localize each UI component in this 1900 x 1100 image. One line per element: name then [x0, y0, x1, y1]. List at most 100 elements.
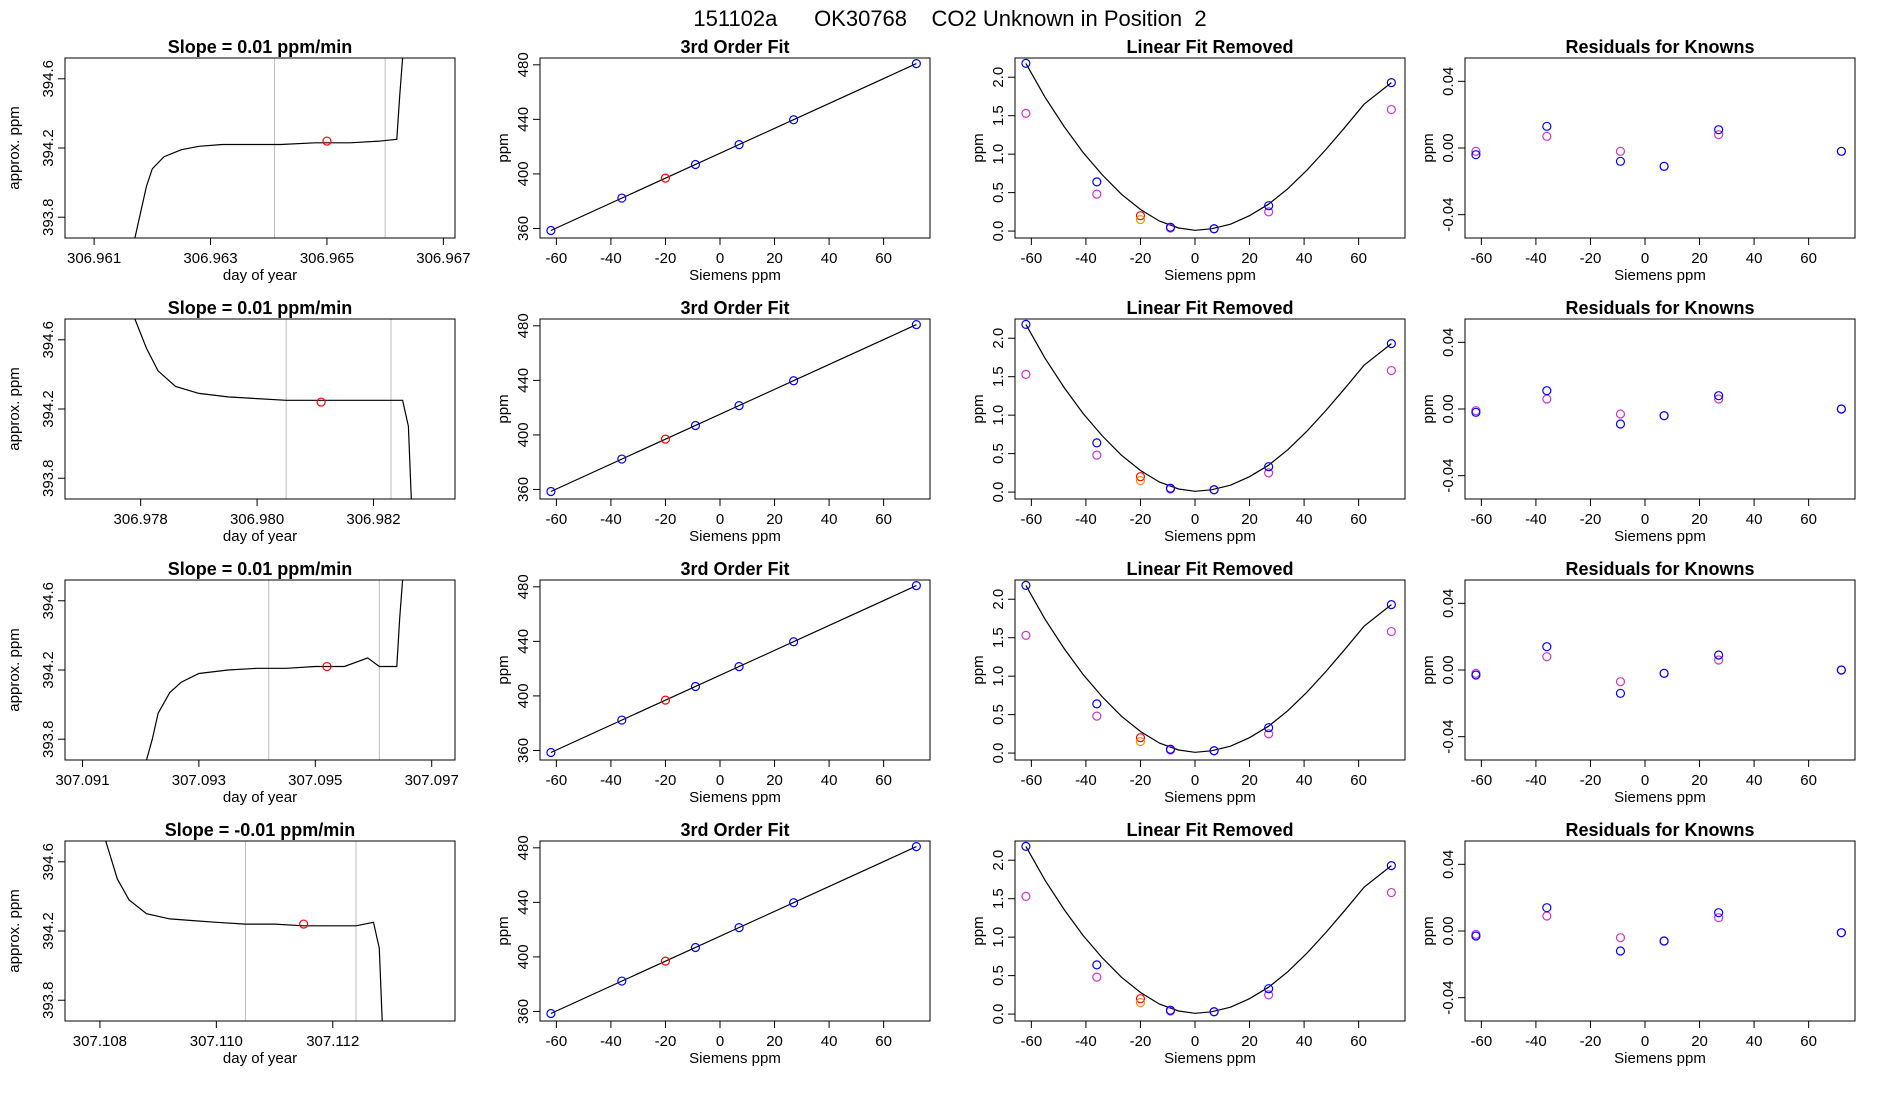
panel-r1-c4-xtick-label: -40 [1525, 250, 1547, 267]
panel-r2-c2-xtick-label: 60 [875, 511, 892, 528]
panel-r4-c2-xtick-label: 60 [875, 1033, 892, 1050]
panel-r2-c3-xtick-label: -20 [1130, 511, 1152, 528]
panel-r2-c3-ytick-label: 2.0 [990, 328, 1007, 349]
panel-r3-c1-xtick-label: 307.095 [288, 772, 342, 789]
panel-r3-c4-other-point [1542, 652, 1552, 662]
panel-r4-c3-plot-area [1021, 841, 1396, 1017]
panel-r3-c3-ytick-label: 0.5 [990, 704, 1007, 725]
panel-r2-c3-frame [1014, 318, 1406, 500]
panel-r1-c3-xlabel: Siemens ppm [1164, 267, 1256, 284]
panel-r3-c3-xtick-label: 0 [1191, 772, 1199, 789]
panel-r1-c1-title: Slope = 0.01 ppm/min [168, 37, 353, 57]
panel-r4-c1-ytick-label: 394.6 [40, 843, 57, 881]
panel-r4-c1-ytick-label: 393.8 [40, 981, 57, 1019]
panel-r2-c3-xtick-label: -60 [1021, 511, 1043, 528]
panel-r3-c4-known-point [1659, 668, 1669, 678]
panel-r4-c2-ylabel: ppm [495, 916, 512, 945]
panel-r4-c1-xtick-label: 307.112 [306, 1033, 359, 1050]
panel-r3-c1-title: Slope = 0.01 ppm/min [168, 559, 353, 579]
panel-r1-c1-ytick-label: 394.6 [40, 60, 57, 98]
panel-r4-c4-ytick-label: -0.04 [1440, 981, 1457, 1015]
panel-r3-c2-ytick-label: 360 [515, 738, 532, 763]
panel-r4-c3-xtick-label: 0 [1191, 1033, 1199, 1050]
panel-r2-c2-known-point [546, 486, 556, 497]
panel-r2-c4-xtick-label: -20 [1580, 511, 1602, 528]
panel-r1-c2: 3rd Order Fit -60 -40 -20 0 20 40 60 360 400 440 48… [495, 37, 931, 284]
panel-r3-c2-plot-area [546, 580, 921, 758]
panel-r2-c4-xlabel: Siemens ppm [1614, 528, 1706, 545]
panel-r4-c2-plot-area [546, 841, 921, 1019]
panel-r2-c2-xtick-label: 40 [821, 511, 838, 528]
panel-r4-c2-known-point [546, 1008, 556, 1019]
panel-r4-c2-known-point [911, 841, 921, 852]
panel-r4-c3-xtick-label: -40 [1075, 1033, 1097, 1050]
panel-r2-c3-other-point [1386, 365, 1396, 376]
panel-r1-c4-xlabel: Siemens ppm [1614, 267, 1706, 284]
panel-r2-c3-xtick-label: 60 [1350, 511, 1367, 528]
panel-r3-c2-known-point [789, 637, 799, 647]
panel-r3-c1-ytick-label: 394.2 [40, 651, 57, 689]
panel-r2-c3-xtick-label: 0 [1191, 511, 1199, 528]
panel-r3-c3-other-point [1264, 729, 1274, 739]
panel-r4-c2-xtick-label: -60 [546, 1033, 568, 1050]
panel-r3-c3-xlabel: Siemens ppm [1164, 789, 1256, 806]
panel-r2-c2: 3rd Order Fit -60 -40 -20 0 20 40 60 360 400 440 48… [495, 298, 931, 545]
panel-r4-c3-ytick-label: 1.0 [990, 927, 1007, 948]
panel-r3-c2-unknown-point [660, 695, 671, 705]
panel-r2-c2-series-line [550, 324, 917, 493]
panel-r1-c3-known-point [1165, 222, 1176, 232]
panel-r4-c3-known-point [1165, 1005, 1176, 1015]
panel-r2-c2-xtick-label: 20 [766, 511, 783, 528]
panel-r2-c2-known-point [734, 400, 744, 411]
panel-r3-c1-xlabel: day of year [223, 789, 297, 806]
panel-r1-c4-xtick-label: 20 [1691, 250, 1708, 267]
panel-r3-c3-known-point [1386, 600, 1396, 610]
panel-r4-c1-ylabel: approx. ppm [6, 889, 23, 972]
panel-r1-c4-known-point [1714, 125, 1724, 135]
panel-r1-c3-known-point [1386, 78, 1396, 88]
panel-r3-c3-xtick-label: -60 [1021, 772, 1043, 789]
panel-r1-c4-plot-area [1471, 121, 1846, 171]
panel-r1-c4-title: Residuals for Knowns [1565, 37, 1754, 57]
panel-r3-c1-xtick-label: 307.097 [405, 772, 459, 789]
panel-r3-c4-xtick-label: -20 [1580, 772, 1602, 789]
panel-r2-c1-ylabel: approx. ppm [6, 367, 23, 450]
panel-r4-c1-unknown-point [299, 919, 309, 929]
panel-r3-c2-title: 3rd Order Fit [680, 559, 789, 579]
panel-r2-c3-title: Linear Fit Removed [1126, 298, 1293, 318]
panel-r4-c2-frame [539, 840, 931, 1022]
panel-r1-c4-ytick-label: 0.00 [1440, 133, 1457, 162]
panel-r1-c3-xtick-label: -20 [1130, 250, 1152, 267]
panel-r2-c1-unknown-point [316, 397, 326, 407]
panel-r2-c4-xtick-label: -40 [1525, 511, 1547, 528]
panel-r1-c2-xtick-label: 40 [821, 250, 838, 267]
panel-r2-c3-xlabel: Siemens ppm [1164, 528, 1256, 545]
panel-r2-c2-ytick-label: 360 [515, 477, 532, 502]
panel-r4-c4-xtick-label: 20 [1691, 1033, 1708, 1050]
panel-r2-c1-xlabel: day of year [223, 528, 297, 545]
panel-r1-c4-ylabel: ppm [1420, 133, 1437, 162]
panel-r3-c3-known-point [1092, 699, 1102, 709]
panel-r1-c1-xlabel: day of year [223, 267, 297, 284]
panel-r1-c1-ytick-label: 394.2 [40, 129, 57, 167]
panel-r1-c1-series-line [134, 58, 404, 238]
panel-r1-c4-xtick-label: 40 [1746, 250, 1763, 267]
panel-r2-c1-xtick-label: 306.978 [114, 511, 168, 528]
panel-r3-c3-ytick-label: 2.0 [990, 589, 1007, 610]
panel-r2-c2-plot-area [546, 319, 921, 497]
panel-r3-c3-xtick-label: 20 [1241, 772, 1258, 789]
panel-r4-c4-xtick-label: -60 [1471, 1033, 1493, 1050]
panel-r4-c4-known-point [1471, 931, 1481, 941]
panel-r3-c2-xtick-label: 0 [716, 772, 724, 789]
panel-r4-c4-frame [1464, 840, 1856, 1022]
panel-r1-c3-fit-curve [1025, 63, 1392, 231]
panel-r3-c4-ylabel: ppm [1420, 655, 1437, 684]
panel-r3-c3-xtick-label: 40 [1296, 772, 1313, 789]
panel-r1-c4-known-point [1471, 150, 1481, 160]
panel-r4-c4-known-point [1615, 946, 1626, 956]
panel-r1-c4-xtick-label: -20 [1580, 250, 1602, 267]
panel-r1-c3-other-point [1264, 207, 1274, 217]
panel-r3-c4-ytick-label: 0.00 [1440, 655, 1457, 684]
panel-r4-c4-known-point [1836, 928, 1846, 938]
panel-r4-c4-title: Residuals for Knowns [1565, 820, 1754, 840]
